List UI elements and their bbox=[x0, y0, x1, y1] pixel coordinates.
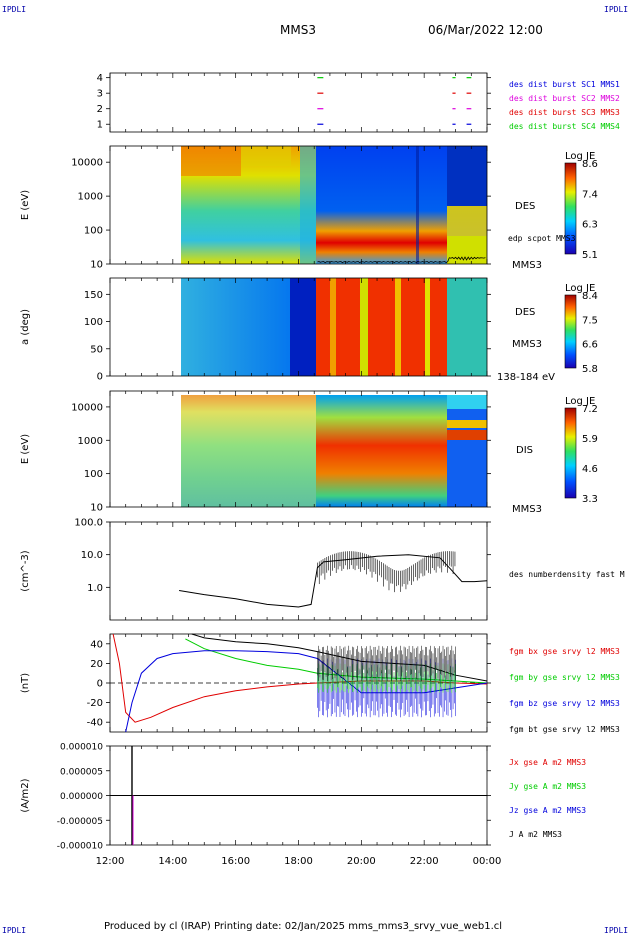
corner-label-top-left: IPDLI bbox=[2, 5, 26, 14]
x-tick-label: 16:00 bbox=[221, 856, 250, 867]
x-tick-label: 20:00 bbox=[347, 856, 376, 867]
colorbar-title: Log JE bbox=[565, 396, 595, 407]
y-tick-label: 50 bbox=[90, 344, 103, 355]
x-tick-label: 00:00 bbox=[473, 856, 502, 867]
colorbar-tick-label: 3.3 bbox=[582, 494, 598, 505]
colorbar-title: Log JE bbox=[565, 151, 595, 162]
y-tick-label: -40 bbox=[87, 718, 103, 729]
colorbar-tick-label: 7.4 bbox=[582, 189, 598, 200]
corner-label-top-right: IPDLI bbox=[604, 5, 628, 14]
corner-label-bottom-left: IPDLI bbox=[2, 926, 26, 934]
colorbar-pitch-angle bbox=[564, 294, 577, 369]
legend-entry: fgm bz gse srvy l2 MMS3 bbox=[509, 699, 620, 708]
pitch-angle-spectrogram-image bbox=[181, 278, 487, 376]
y-tick-label: -0.000010 bbox=[57, 842, 103, 852]
colorbar-tick-label: 6.3 bbox=[582, 220, 598, 231]
y-tick-label: 10000 bbox=[71, 402, 103, 413]
y-axis-label: (nT) bbox=[20, 673, 31, 693]
legend-entry: Jz gse A m2 MMS3 bbox=[509, 806, 586, 815]
bfield-line bbox=[185, 638, 488, 684]
bfield-line bbox=[125, 650, 488, 733]
energy-range-label: 138-184 eV bbox=[497, 372, 555, 383]
bfield-line bbox=[191, 633, 488, 682]
y-tick-label: 10000 bbox=[71, 158, 103, 169]
legend-entry: des dist burst SC3 MMS3 bbox=[509, 108, 620, 117]
instrument-label: DIS bbox=[516, 445, 533, 456]
legend-entry: fgm by gse srvy l2 MMS3 bbox=[509, 673, 620, 682]
y-tick-label: 40 bbox=[90, 639, 103, 650]
spacecraft-label: MMS3 bbox=[512, 504, 542, 515]
colorbar-tick-label: 8.6 bbox=[582, 159, 598, 170]
legend-entry: Jy gse A m2 MMS3 bbox=[509, 782, 586, 791]
y-axis-label: E (eV) bbox=[20, 190, 31, 220]
x-tick-label: 18:00 bbox=[284, 856, 313, 867]
y-tick-label: 1 bbox=[97, 120, 103, 131]
corner-label-bottom-right: IPDLI bbox=[604, 926, 628, 934]
footer-credit: Produced by cl (IRAP) Printing date: 02/… bbox=[104, 921, 502, 932]
colorbar-tick-label: 5.1 bbox=[582, 250, 598, 261]
y-tick-label: 2 bbox=[97, 104, 103, 115]
y-tick-label: 100 bbox=[84, 317, 103, 328]
x-tick-label: 14:00 bbox=[158, 856, 187, 867]
y-tick-label: 1000 bbox=[78, 192, 103, 203]
plot-title-date: 06/Mar/2022 12:00 bbox=[428, 23, 543, 37]
scpot-trace bbox=[317, 256, 486, 264]
y-tick-label: -20 bbox=[87, 698, 103, 709]
legend-entry: fgm bx gse srvy l2 MMS3 bbox=[509, 647, 620, 656]
y-tick-label: 4 bbox=[97, 73, 103, 84]
y-axis-label: a (deg) bbox=[20, 309, 31, 345]
legend-entry: J A m2 MMS3 bbox=[509, 830, 562, 839]
y-tick-label: 150 bbox=[84, 290, 103, 301]
x-tick-label: 22:00 bbox=[410, 856, 439, 867]
y-tick-label: 1000 bbox=[78, 436, 103, 447]
y-tick-label: 10 bbox=[90, 260, 103, 271]
overlay-label: edp scpot MMS3 bbox=[508, 234, 576, 243]
legend-entry: fgm bt gse srvy l2 MMS3 bbox=[509, 725, 620, 734]
legend-entry: Jx gse A m2 MMS3 bbox=[509, 758, 586, 767]
legend-entry: des dist burst SC4 MMS4 bbox=[509, 122, 620, 131]
colorbar-ion bbox=[564, 407, 577, 499]
y-axis-label: E (eV) bbox=[20, 434, 31, 464]
y-tick-label: 0.000000 bbox=[60, 792, 103, 802]
electron-spectrogram-image bbox=[181, 146, 487, 264]
colorbar-tick-label: 5.9 bbox=[582, 434, 598, 445]
density-line bbox=[179, 554, 488, 608]
ion-spectrogram-image bbox=[181, 395, 487, 507]
colorbar-tick-label: 7.5 bbox=[582, 315, 598, 326]
instrument-label: DES bbox=[515, 307, 535, 318]
instrument-label: DES bbox=[515, 201, 535, 212]
y-tick-label: 10.0 bbox=[81, 550, 103, 561]
legend-entry: des dist burst SC1 MMS1 bbox=[509, 80, 620, 89]
y-tick-label: 100 bbox=[84, 226, 103, 237]
spacecraft-label: MMS3 bbox=[512, 260, 542, 271]
y-tick-label: 1.0 bbox=[87, 583, 103, 594]
y-tick-label: 100 bbox=[84, 469, 103, 480]
y-tick-label: 3 bbox=[97, 89, 103, 100]
bfield-line bbox=[112, 633, 488, 723]
colorbar-tick-label: 5.8 bbox=[582, 364, 598, 375]
y-tick-label: 10 bbox=[90, 503, 103, 514]
y-tick-label: 0 bbox=[97, 679, 103, 690]
y-tick-label: 100.0 bbox=[74, 518, 103, 529]
y-tick-label: -0.000005 bbox=[57, 817, 103, 827]
y-axis-label: (A/m2) bbox=[20, 778, 31, 812]
y-tick-label: 20 bbox=[90, 659, 103, 670]
y-tick-label: 0.000010 bbox=[60, 743, 103, 753]
y-tick-label: 0.000005 bbox=[60, 767, 103, 777]
colorbar-electron bbox=[564, 162, 577, 255]
colorbar-tick-label: 6.6 bbox=[582, 340, 598, 351]
legend-entry: des dist burst SC2 MMS2 bbox=[509, 94, 620, 103]
colorbar-tick-label: 4.6 bbox=[582, 464, 598, 475]
colorbar-title: Log JE bbox=[565, 283, 595, 294]
plot-title-spacecraft: MMS3 bbox=[280, 23, 316, 37]
y-axis-label: (cm^-3) bbox=[20, 550, 31, 591]
panel-frame-1 bbox=[109, 72, 488, 133]
legend-entry: des numberdensity fast M bbox=[509, 570, 625, 579]
colorbar-tick-label: 8.4 bbox=[582, 291, 598, 302]
colorbar-tick-label: 7.2 bbox=[582, 404, 598, 415]
y-tick-label: 0 bbox=[97, 372, 103, 383]
spacecraft-label: MMS3 bbox=[512, 339, 542, 350]
x-tick-label: 12:00 bbox=[96, 856, 125, 867]
